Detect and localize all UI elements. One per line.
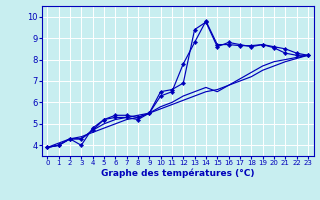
X-axis label: Graphe des températures (°C): Graphe des températures (°C) xyxy=(101,169,254,178)
